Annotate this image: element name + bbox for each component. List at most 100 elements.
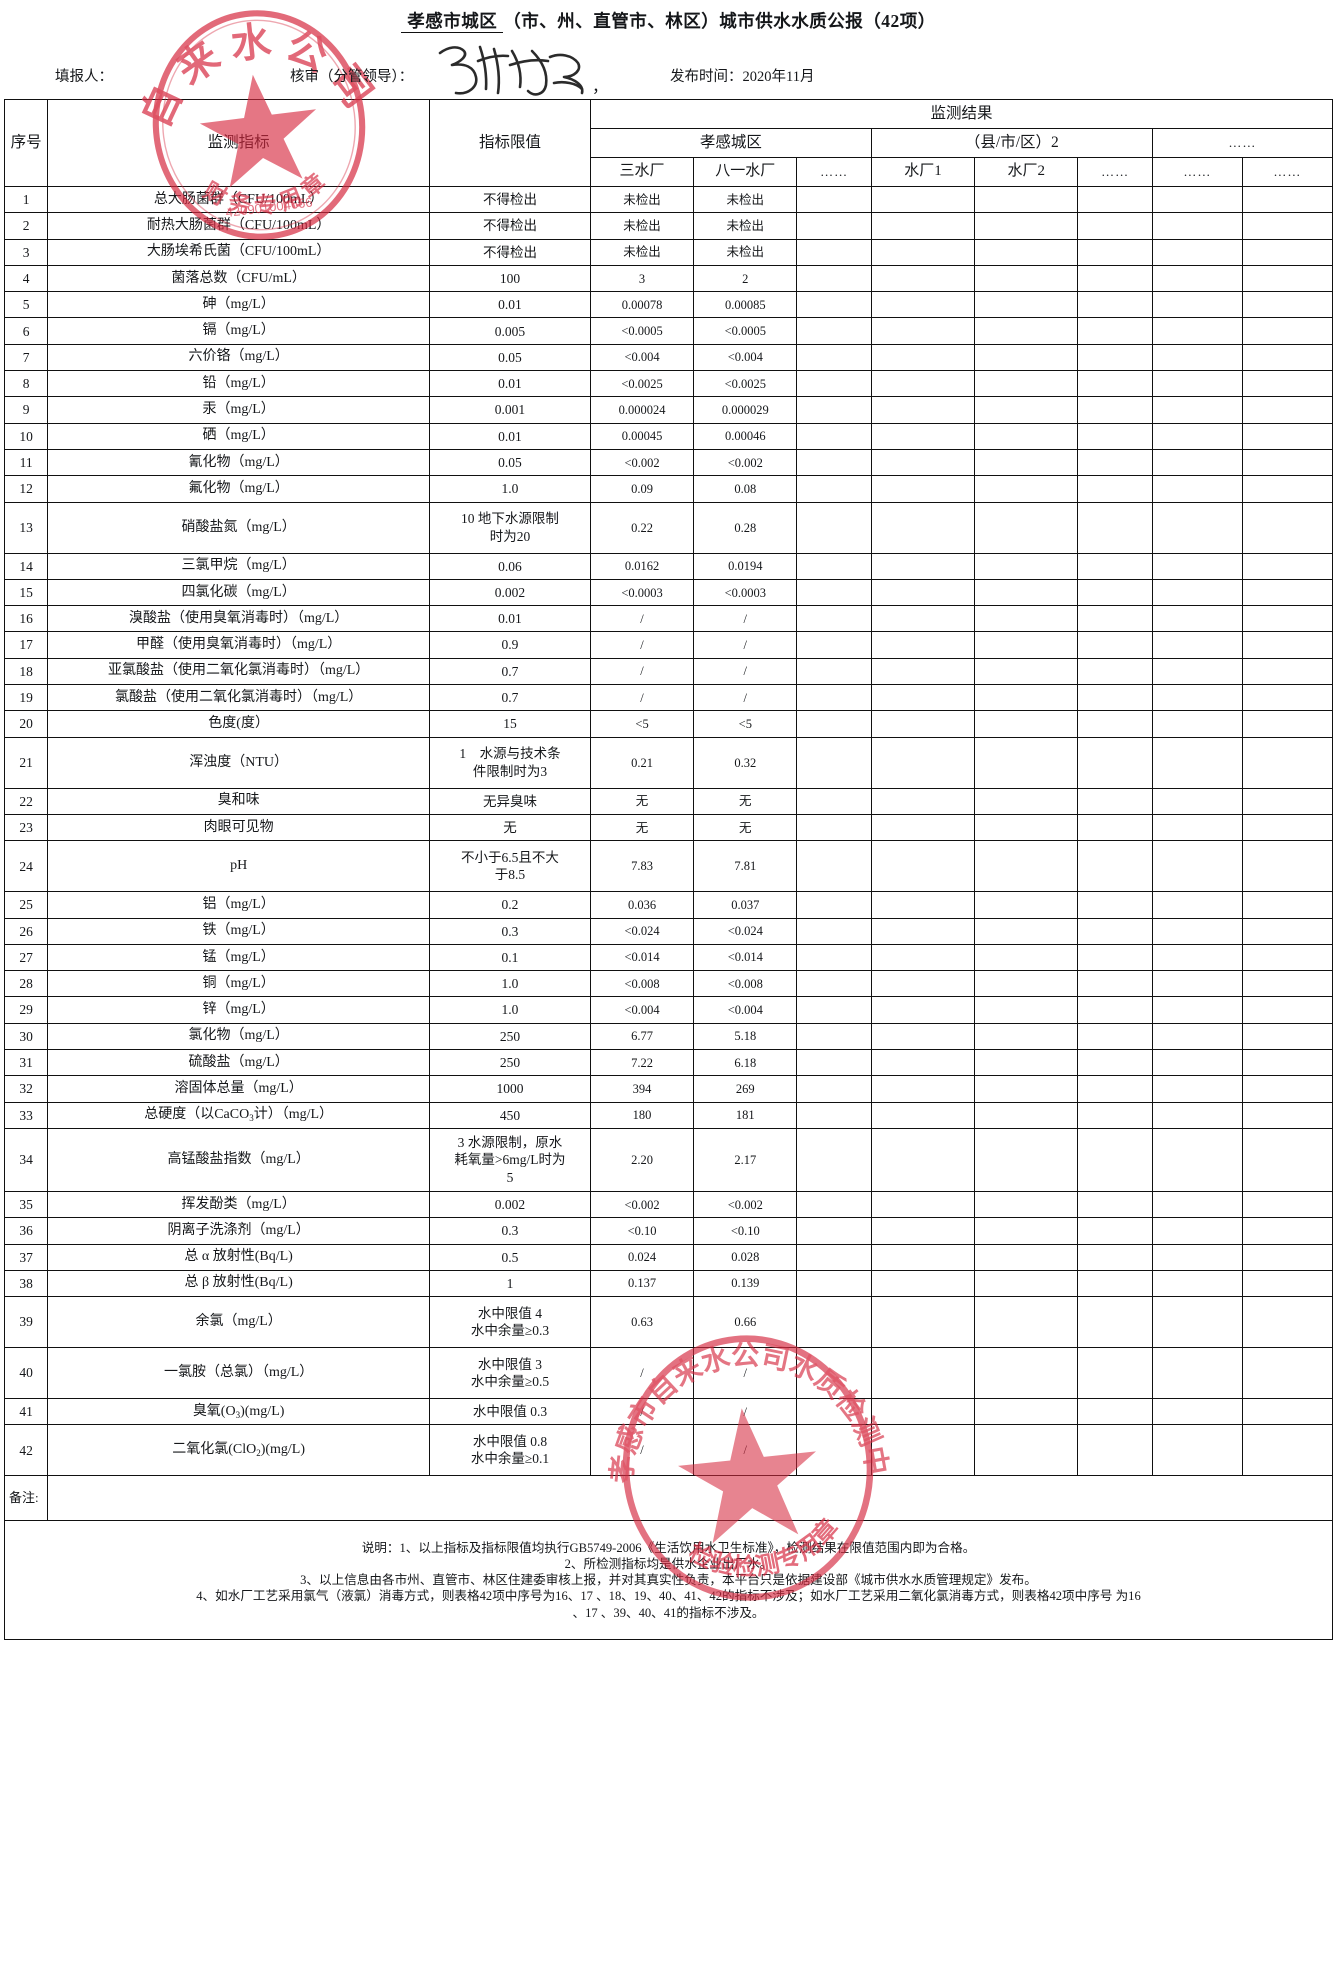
row-value-plant-more-3[interactable] xyxy=(1151,501,1243,554)
row-value-plant-more-2[interactable] xyxy=(1077,891,1153,919)
row-value-plant-4[interactable] xyxy=(974,343,1079,372)
row-value-plant-more-3[interactable] xyxy=(1151,475,1243,503)
row-value-plant-more-1[interactable] xyxy=(796,891,872,919)
row-value-plant-more-3[interactable] xyxy=(1151,396,1243,424)
row-value-plant-more-4[interactable] xyxy=(1241,1424,1334,1477)
row-value-plant-4[interactable] xyxy=(974,370,1079,398)
row-value-plant-more-2[interactable] xyxy=(1077,684,1153,712)
row-value-plant-more-1[interactable] xyxy=(796,943,872,972)
row-value-plant-more-2[interactable] xyxy=(1077,1022,1153,1051)
row-value-plant-4[interactable] xyxy=(974,212,1079,240)
row-value-plant-more-2[interactable] xyxy=(1077,710,1153,738)
row-value-plant-more-1[interactable] xyxy=(796,1127,872,1192)
row-value-plant-3[interactable] xyxy=(870,578,976,607)
row-value-plant-more-1[interactable] xyxy=(796,736,872,789)
row-value-plant-3[interactable] xyxy=(870,917,976,945)
row-value-plant-more-4[interactable] xyxy=(1241,943,1334,972)
row-value-plant-3[interactable] xyxy=(870,1243,976,1271)
row-value-plant-3[interactable] xyxy=(870,343,976,372)
row-value-plant-4[interactable] xyxy=(974,396,1079,424)
row-value-plant-4[interactable] xyxy=(974,891,1079,919)
row-value-plant-more-4[interactable] xyxy=(1241,212,1334,240)
row-value-plant-more-1[interactable] xyxy=(796,1075,872,1103)
row-value-plant-3[interactable] xyxy=(870,396,976,424)
row-value-plant-more-4[interactable] xyxy=(1241,1049,1334,1077)
row-value-plant-4[interactable] xyxy=(974,631,1079,659)
row-value-plant-4[interactable] xyxy=(974,185,1079,214)
row-value-plant-4[interactable] xyxy=(974,917,1079,945)
row-value-plant-4[interactable] xyxy=(974,578,1079,607)
row-value-plant-3[interactable] xyxy=(870,891,976,919)
row-value-plant-more-3[interactable] xyxy=(1151,996,1243,1024)
row-value-plant-more-2[interactable] xyxy=(1077,1347,1153,1400)
row-value-plant-more-4[interactable] xyxy=(1241,657,1334,686)
row-value-plant-4[interactable] xyxy=(974,657,1079,686)
row-value-plant-3[interactable] xyxy=(870,996,976,1024)
row-value-plant-more-2[interactable] xyxy=(1077,1101,1153,1129)
row-value-plant-more-1[interactable] xyxy=(796,605,872,633)
row-value-plant-more-1[interactable] xyxy=(796,1190,872,1219)
row-value-plant-3[interactable] xyxy=(870,475,976,503)
row-value-plant-more-1[interactable] xyxy=(796,1101,872,1129)
row-value-plant-more-4[interactable] xyxy=(1241,238,1334,266)
row-value-plant-more-1[interactable] xyxy=(796,238,872,266)
row-value-plant-3[interactable] xyxy=(870,501,976,554)
row-value-plant-4[interactable] xyxy=(974,1049,1079,1077)
row-value-plant-more-1[interactable] xyxy=(796,657,872,686)
row-value-plant-more-4[interactable] xyxy=(1241,1347,1334,1400)
row-value-plant-more-2[interactable] xyxy=(1077,1398,1153,1426)
row-value-plant-more-2[interactable] xyxy=(1077,370,1153,398)
row-value-plant-3[interactable] xyxy=(870,1269,976,1298)
row-value-plant-3[interactable] xyxy=(870,1049,976,1077)
row-value-plant-4[interactable] xyxy=(974,787,1079,815)
row-value-plant-more-2[interactable] xyxy=(1077,501,1153,554)
row-value-plant-4[interactable] xyxy=(974,1347,1079,1400)
row-value-plant-more-4[interactable] xyxy=(1241,1075,1334,1103)
row-value-plant-4[interactable] xyxy=(974,813,1079,842)
row-value-plant-more-4[interactable] xyxy=(1241,552,1334,580)
row-value-plant-more-2[interactable] xyxy=(1077,343,1153,372)
row-value-plant-more-2[interactable] xyxy=(1077,736,1153,789)
row-value-plant-more-4[interactable] xyxy=(1241,605,1334,633)
row-value-plant-4[interactable] xyxy=(974,996,1079,1024)
row-value-plant-more-2[interactable] xyxy=(1077,264,1153,293)
row-value-plant-more-3[interactable] xyxy=(1151,264,1243,293)
row-value-plant-3[interactable] xyxy=(870,684,976,712)
row-value-plant-more-4[interactable] xyxy=(1241,370,1334,398)
row-value-plant-4[interactable] xyxy=(974,1190,1079,1219)
row-value-plant-4[interactable] xyxy=(974,1243,1079,1271)
row-value-plant-more-2[interactable] xyxy=(1077,657,1153,686)
row-value-plant-more-1[interactable] xyxy=(796,684,872,712)
row-value-plant-more-1[interactable] xyxy=(796,1347,872,1400)
row-value-plant-more-3[interactable] xyxy=(1151,422,1243,450)
row-value-plant-more-1[interactable] xyxy=(796,578,872,607)
row-value-plant-more-2[interactable] xyxy=(1077,1190,1153,1219)
row-value-plant-4[interactable] xyxy=(974,501,1079,554)
row-value-plant-4[interactable] xyxy=(974,1022,1079,1051)
row-value-plant-more-3[interactable] xyxy=(1151,657,1243,686)
row-value-plant-3[interactable] xyxy=(870,605,976,633)
row-value-plant-more-1[interactable] xyxy=(796,1269,872,1298)
row-value-plant-more-3[interactable] xyxy=(1151,1049,1243,1077)
row-value-plant-more-4[interactable] xyxy=(1241,1398,1334,1426)
row-value-plant-more-3[interactable] xyxy=(1151,578,1243,607)
row-value-plant-4[interactable] xyxy=(974,710,1079,738)
row-value-plant-more-4[interactable] xyxy=(1241,1217,1334,1245)
row-value-plant-more-3[interactable] xyxy=(1151,1424,1243,1477)
row-value-plant-more-3[interactable] xyxy=(1151,238,1243,266)
row-value-plant-more-2[interactable] xyxy=(1077,840,1153,893)
row-value-plant-more-4[interactable] xyxy=(1241,787,1334,815)
row-value-plant-4[interactable] xyxy=(974,317,1079,345)
row-value-plant-more-4[interactable] xyxy=(1241,684,1334,712)
row-value-plant-more-1[interactable] xyxy=(796,370,872,398)
row-value-plant-more-4[interactable] xyxy=(1241,1022,1334,1051)
row-value-plant-4[interactable] xyxy=(974,1398,1079,1426)
row-value-plant-more-1[interactable] xyxy=(796,1217,872,1245)
row-value-plant-3[interactable] xyxy=(870,657,976,686)
row-value-plant-more-1[interactable] xyxy=(796,264,872,293)
row-value-plant-more-2[interactable] xyxy=(1077,1296,1153,1349)
row-value-plant-more-2[interactable] xyxy=(1077,1243,1153,1271)
row-value-plant-4[interactable] xyxy=(974,1217,1079,1245)
row-value-plant-more-3[interactable] xyxy=(1151,1217,1243,1245)
row-value-plant-more-4[interactable] xyxy=(1241,736,1334,789)
